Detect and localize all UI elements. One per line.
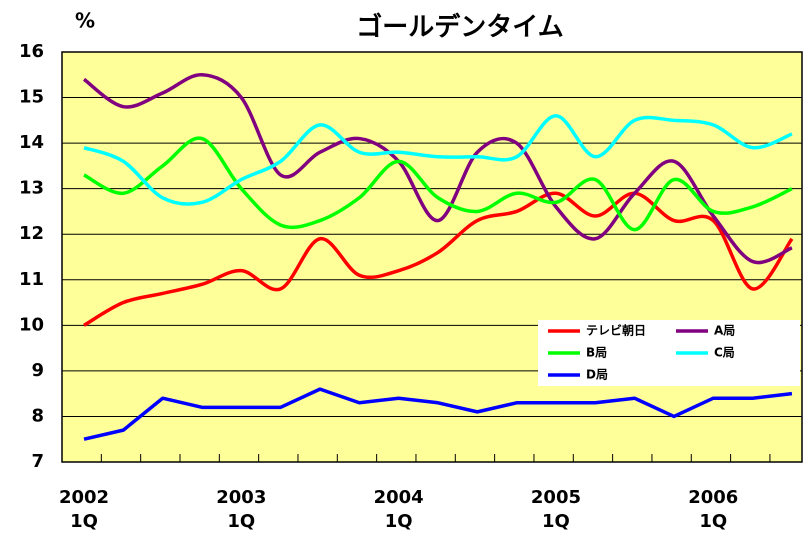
y-tick-label: 7 [31, 451, 44, 472]
x-tick-label: 2004 1Q [374, 487, 424, 532]
y-tick-label: 13 [19, 178, 44, 199]
y-tick-label: 8 [31, 405, 44, 426]
y-axis-label: % [75, 9, 95, 33]
legend-label: A局 [714, 324, 735, 338]
y-tick-label: 14 [19, 132, 44, 153]
legend-label: C局 [714, 346, 735, 360]
x-tick-label: 2003 1Q [216, 487, 266, 532]
y-tick-label: 12 [19, 223, 44, 244]
x-tick-label: 2006 1Q [688, 487, 738, 532]
series-line [83, 387, 793, 441]
y-tick-label: 9 [31, 360, 44, 381]
x-tick-label: 2005 1Q [531, 487, 581, 532]
series-line [83, 136, 793, 232]
chart-title: ゴールデンタイム [356, 12, 563, 43]
legend-box [538, 320, 800, 386]
series-line [82, 73, 793, 265]
series-line [83, 191, 794, 327]
y-tick-label: 16 [19, 41, 44, 62]
x-tick-label: 2002 1Q [59, 487, 109, 532]
plot-border [61, 51, 803, 463]
y-tick-label: 15 [19, 87, 44, 108]
legend-label: D局 [586, 368, 608, 382]
y-tick-label: 10 [19, 314, 44, 335]
legend-label: テレビ朝日 [586, 323, 646, 338]
series-line [83, 114, 793, 206]
y-tick-label: 11 [19, 269, 44, 290]
legend-label: B局 [586, 346, 607, 360]
